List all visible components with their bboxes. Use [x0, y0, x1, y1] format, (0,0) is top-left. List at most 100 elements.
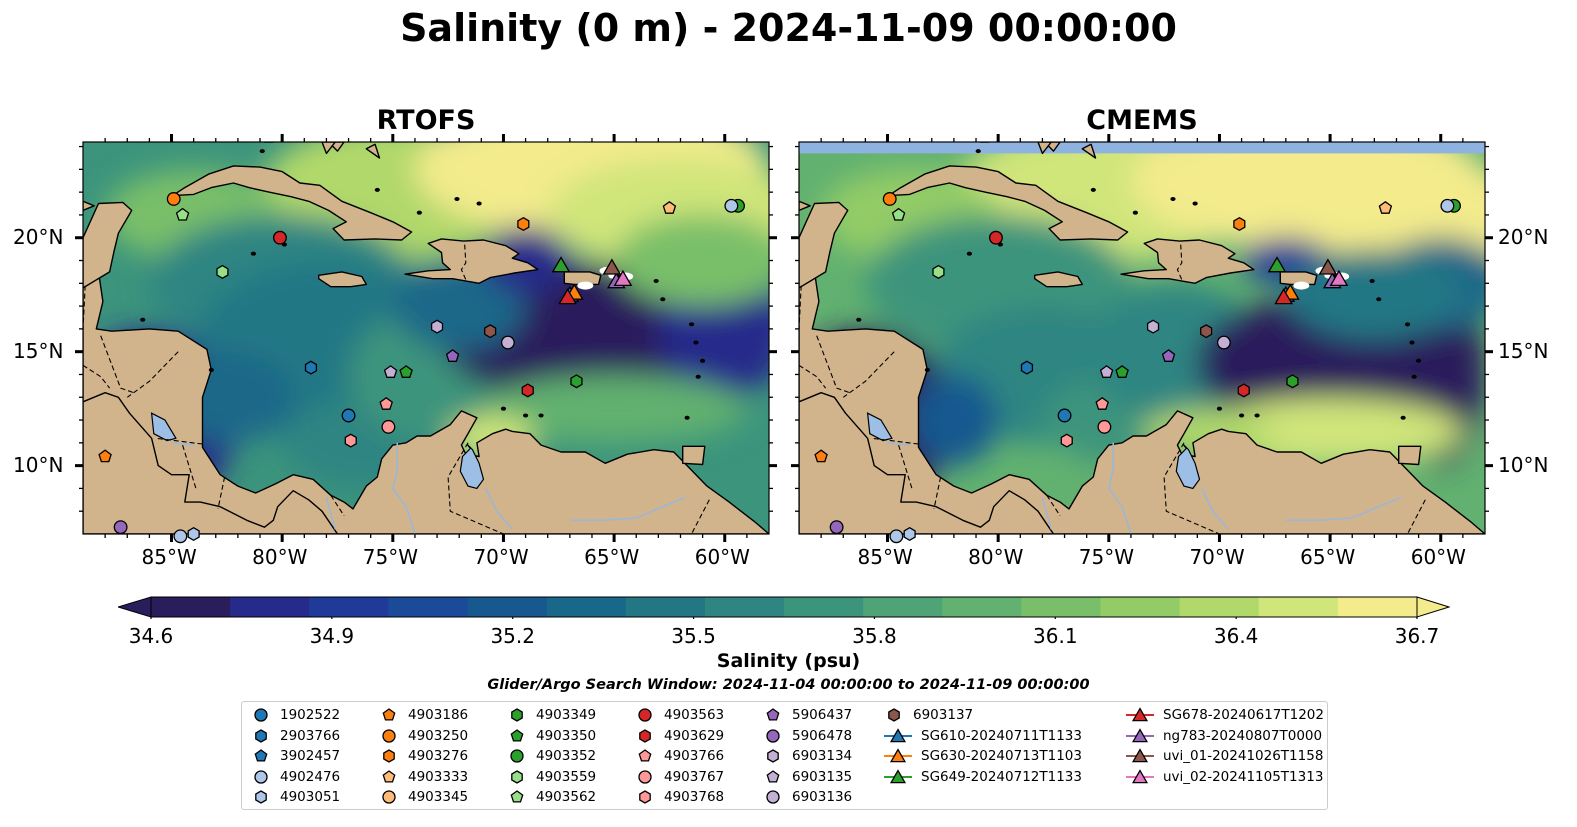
legend-label: 6903134 — [792, 748, 853, 764]
glider-legend-icon — [884, 768, 912, 783]
circle-icon — [382, 728, 396, 743]
argo-legend-icon — [638, 749, 652, 762]
argo-float-marker — [570, 374, 583, 389]
argo-float-marker — [381, 419, 396, 434]
legend-label: 5906437 — [792, 707, 853, 723]
triangle-icon — [1131, 707, 1149, 722]
glider-legend-icon — [884, 727, 912, 742]
colorbar-segment — [546, 597, 627, 617]
map-frame — [82, 141, 770, 535]
legend-item: 5906478 — [762, 726, 852, 746]
argo-legend-icon — [638, 708, 652, 722]
legend-item: 4903629 — [634, 726, 724, 746]
colorbar-tick-label: 34.9 — [309, 624, 355, 648]
no-data-band — [799, 142, 1485, 154]
argo-legend-icon — [766, 708, 780, 721]
argo-float-marker — [1378, 201, 1393, 214]
argo-legend-icon — [766, 790, 780, 804]
hexagon-icon — [383, 749, 395, 763]
argo-legend-icon — [254, 769, 268, 784]
colorbar-tick-label: 35.5 — [671, 624, 716, 648]
legend-label: 1902522 — [280, 707, 341, 723]
legend-label: 6903137 — [913, 707, 974, 723]
lat-tick-label: 15°N — [1498, 338, 1549, 363]
argo-float-marker — [379, 397, 393, 410]
hexagon-icon — [255, 728, 267, 743]
argo-float-marker — [304, 360, 318, 375]
colorbar-tick-label: 35.8 — [852, 624, 897, 648]
panel-title-cmems: CMEMS — [1086, 105, 1198, 136]
lon-tick-label: 75°W — [362, 545, 419, 569]
circle-icon — [638, 769, 652, 784]
lon-tick-label: 60°W — [1410, 545, 1466, 569]
pentagon-icon — [254, 749, 268, 762]
panel-title-rtofs: RTOFS — [376, 105, 476, 136]
lat-tick-label: 20°N — [13, 224, 64, 249]
pentagon-icon — [766, 708, 780, 721]
circle-icon — [510, 749, 524, 763]
argo-float-marker — [1161, 349, 1176, 362]
triangle-icon — [1131, 748, 1149, 763]
legend-label: 5906478 — [792, 727, 853, 744]
argo-float-marker — [889, 529, 904, 544]
argo-legend-icon — [510, 790, 524, 803]
argo-legend-icon — [382, 708, 396, 721]
legend-item: uvi_02-20241105T1313 — [1125, 767, 1323, 787]
legend-item: 4903051 — [250, 787, 340, 807]
argo-float-marker — [484, 324, 497, 339]
colorbar-tick-label: 35.2 — [490, 624, 535, 648]
colorbar-tick-label: 36.1 — [1033, 624, 1078, 648]
legend-label: SG649-20240712T1133 — [921, 768, 1082, 785]
legend-item: 4903186 — [378, 705, 468, 725]
argo-float-marker — [399, 365, 413, 378]
legend-item: 4903352 — [506, 746, 596, 766]
cmems-salinity-map — [791, 134, 1493, 544]
colorbar-extend-high — [1416, 596, 1450, 618]
colorbar-segment — [1258, 597, 1339, 617]
figure-title: Salinity (0 m) - 2024-11-09 00:00:00 — [400, 6, 1177, 50]
colorbar-segment — [625, 597, 706, 617]
lon-tick-label: 60°W — [694, 545, 750, 569]
colorbar-segment — [1179, 597, 1260, 617]
argo-float-marker — [383, 365, 398, 378]
legend-label: SG630-20240713T1103 — [921, 748, 1082, 764]
colorbar-segment — [467, 597, 548, 617]
legend-item: 3902457 — [250, 746, 340, 766]
legend-item: ng783-20240807T0000 — [1125, 726, 1322, 746]
argo-float-marker — [1097, 419, 1112, 434]
legend-item: 4903768 — [634, 787, 724, 807]
legend-label: 3902457 — [280, 748, 341, 764]
argo-float-marker — [662, 201, 677, 214]
pentagon-icon — [510, 790, 524, 803]
argo-legend-icon — [511, 769, 523, 784]
lon-tick-label: 80°W — [252, 545, 308, 569]
argo-float-marker — [500, 335, 515, 350]
legend-label: 4903250 — [408, 727, 469, 744]
lat-tick-label: 10°N — [13, 452, 64, 477]
triangle-icon — [1131, 727, 1149, 742]
argo-float-marker — [814, 449, 828, 463]
argo-float-marker — [113, 520, 128, 535]
hexagon-icon — [511, 769, 523, 784]
argo-float-marker — [903, 526, 916, 542]
argo-float-marker — [1237, 383, 1250, 398]
colorbar-segment — [230, 597, 310, 617]
argo-float-marker — [724, 198, 739, 213]
colorbar-segment — [704, 597, 785, 617]
salinity-colorbar — [118, 596, 1450, 619]
legend-label: 4903563 — [664, 707, 725, 723]
argo-float-marker — [341, 408, 356, 423]
pentagon-icon — [510, 728, 524, 742]
argo-legend-icon — [511, 708, 523, 722]
legend-label: 4903350 — [536, 727, 597, 744]
argo-float-marker — [1095, 397, 1109, 410]
legend-label: 4903349 — [536, 707, 597, 723]
colorbar-segment — [863, 597, 943, 617]
legend-label: 4903629 — [664, 727, 725, 744]
lat-tick-label: 15°N — [13, 338, 64, 363]
legend-label: 4903186 — [408, 707, 469, 723]
triangle-icon — [889, 768, 907, 783]
pentagon-icon — [382, 769, 396, 783]
argo-float-marker — [272, 230, 287, 245]
argo-float-marker — [98, 449, 112, 463]
